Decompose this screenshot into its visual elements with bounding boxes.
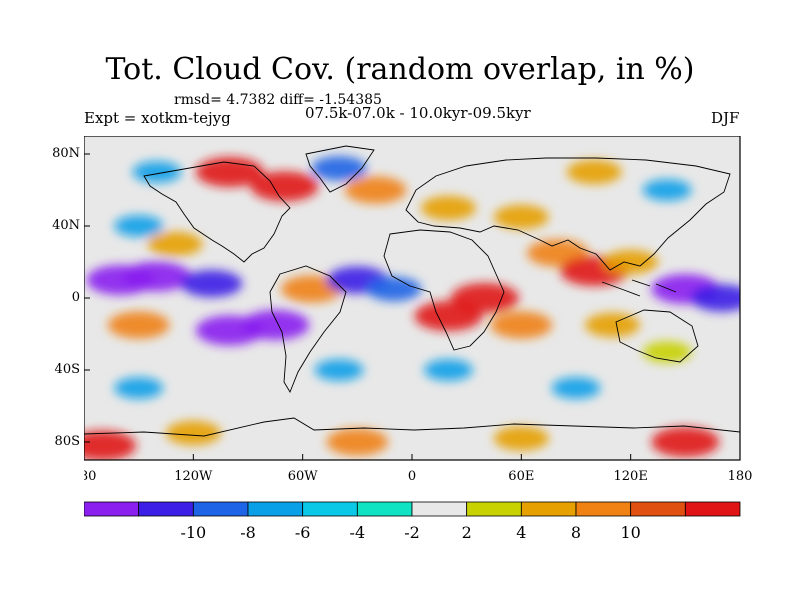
anomaly-patch-14 [344, 176, 407, 204]
longitude-axis: 180 120W 60W 0 60E 120E 180 [84, 454, 752, 484]
anomaly-patch-15 [420, 195, 477, 221]
lat-tick-label-4: 80S [54, 434, 80, 449]
lon-tick-label-1: 120W [174, 469, 213, 484]
anomaly-patch-5 [107, 311, 170, 339]
map-title: Tot. Cloud Cov. (random overlap, in %) [105, 52, 695, 87]
map-plot: 180 120W 60W 0 60E 120E 180 [84, 136, 752, 484]
anomaly-patch-13 [311, 156, 367, 181]
lon-tick-label-0: 180 [84, 469, 96, 484]
lon-tick-label-4: 60E [508, 469, 534, 484]
anomaly-patch-23 [414, 301, 483, 331]
anomaly-patch-2 [180, 270, 243, 298]
anomaly-patch-27 [314, 359, 364, 381]
latitude-axis [84, 153, 90, 443]
anomaly-patch-33 [493, 426, 549, 451]
coastline-africa [383, 229, 505, 351]
season-label: DJF [711, 109, 740, 127]
colorbar-box-9 [575, 501, 632, 517]
colorbar-box-0 [84, 501, 140, 517]
colorbar-box-7 [466, 501, 522, 517]
anomaly-patch-32 [326, 428, 389, 456]
anomaly-patch-35 [84, 430, 137, 460]
lat-tick-label-0: 80N [52, 146, 80, 161]
anomaly-patch-4 [114, 215, 164, 237]
anomaly-patch-24 [490, 311, 553, 339]
colorbar: -10 -8 -6 -4 -2 2 4 8 10 [84, 501, 741, 542]
anomaly-patch-19 [603, 249, 659, 275]
colorbar-label-4: -4 [350, 523, 366, 542]
lon-tick-label-2: 60W [288, 469, 319, 484]
stats-text: rmsd= 4.7382 diff= -1.54385 [174, 92, 382, 108]
coastline-indonesia [601, 279, 677, 297]
anomaly-patch-10 [366, 276, 422, 302]
colorbar-box-11 [684, 501, 741, 517]
anomaly-patch-29 [551, 377, 601, 399]
anomaly-patch-37 [642, 179, 692, 201]
lat-tick-label-1: 40N [52, 218, 80, 233]
coastline-greenland [305, 145, 375, 193]
colorbar-box-3 [247, 501, 304, 517]
colorbar-label-5: -2 [404, 523, 420, 542]
lon-tick-label-5: 120E [614, 469, 648, 484]
colorbar-label-6: 2 [462, 523, 472, 542]
experiment-label: Expt = xotkm-tejyg [84, 109, 231, 127]
anomaly-patch-16 [493, 204, 549, 230]
anomaly-patch-3 [147, 231, 203, 257]
coastlines [84, 145, 740, 437]
colorbar-label-3: -6 [295, 523, 311, 542]
lon-tick-label-6: 180 [728, 469, 753, 484]
anomaly-patch-11 [195, 157, 264, 187]
coastline-south-america [269, 265, 347, 394]
coastline-eurasia [405, 157, 731, 271]
anomaly-patch-38 [132, 161, 182, 183]
colorbar-box-6 [411, 501, 468, 517]
anomaly-patch-34 [651, 427, 720, 457]
coastline-antarctica [84, 417, 740, 437]
anomaly-patch-36 [566, 159, 622, 185]
colorbar-box-4 [302, 501, 358, 517]
colorbar-box-2 [192, 501, 249, 517]
anomaly-patch-12 [250, 171, 319, 202]
lat-tick-label-2: 0 [71, 290, 80, 305]
colorbar-label-1: -10 [180, 523, 206, 542]
anomaly-patch-7 [241, 310, 310, 340]
colorbar-label-9: 10 [620, 523, 640, 542]
anomaly-patch-1 [122, 261, 191, 292]
colorbar-box-10 [630, 501, 686, 517]
lon-tick-label-3: 0 [408, 469, 416, 484]
anomaly-patch-31 [165, 420, 221, 446]
coastline-north-america [143, 161, 291, 263]
coastline-australia [615, 309, 699, 363]
colorbar-box-5 [356, 501, 413, 517]
colorbar-label-2: -8 [240, 523, 256, 542]
anomaly-patch-25 [584, 312, 641, 338]
colorbar-box-8 [520, 501, 577, 517]
anomaly-field [84, 156, 740, 460]
anomaly-patch-28 [424, 359, 473, 381]
anomaly-patch-30 [114, 377, 164, 399]
lat-tick-label-3: 40S [54, 362, 80, 377]
colorbar-label-8: 8 [571, 523, 581, 542]
anomaly-patch-21 [690, 284, 740, 312]
period-label: 07.5k-07.0k - 10.0kyr-09.5kyr [305, 104, 531, 122]
colorbar-label-7: 4 [516, 523, 526, 542]
colorbar-box-1 [138, 501, 194, 517]
